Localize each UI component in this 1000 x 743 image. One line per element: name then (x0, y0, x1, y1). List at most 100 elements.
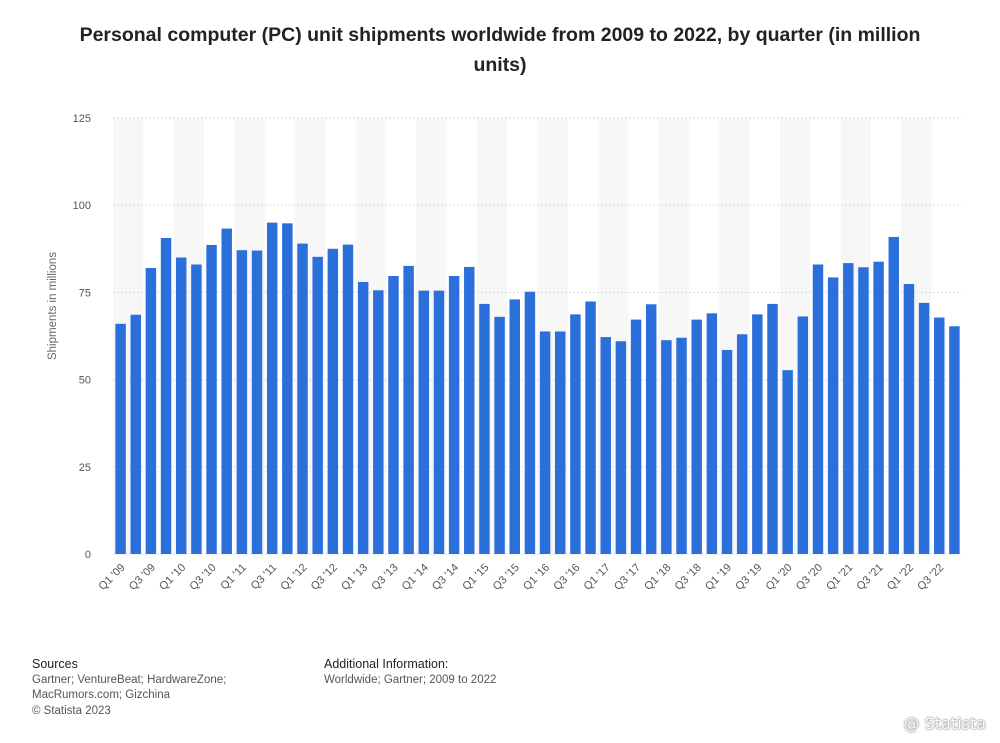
x-tick-label: Q1 '09 (97, 562, 128, 593)
additional-info-block: Additional Information: Worldwide; Gartn… (324, 657, 496, 688)
bar (706, 313, 718, 554)
bar (827, 277, 839, 554)
x-tick-label: Q1 '15 (460, 562, 491, 593)
bar (797, 316, 809, 554)
bar (464, 266, 475, 554)
bar (433, 290, 445, 554)
bar (934, 317, 945, 554)
bar (388, 276, 399, 554)
sources-block: Sources Gartner; VentureBeat; HardwareZo… (32, 657, 226, 719)
x-tick-label: Q3 '11 (249, 562, 280, 593)
x-tick-label: Q3 '18 (673, 562, 704, 593)
sources-line-2: MacRumors.com; Gizchina (32, 689, 171, 701)
y-tick-label: 125 (73, 113, 91, 125)
y-tick-label: 25 (79, 462, 91, 474)
bar (236, 250, 248, 555)
bar (297, 243, 308, 554)
bar (600, 337, 611, 554)
bar (327, 248, 339, 555)
bar (312, 256, 323, 554)
bar (479, 303, 490, 554)
x-tick-label: Q3 '19 (733, 562, 764, 593)
x-tick-label: Q1 '11 (218, 562, 249, 593)
bar (736, 334, 748, 554)
x-tick-label: Q1 '17 (582, 562, 613, 593)
bar (752, 314, 763, 554)
x-tick-label: Q1 '13 (339, 562, 370, 593)
bar (266, 222, 278, 554)
bar (812, 264, 824, 554)
additional-info-heading: Additional Information: (324, 657, 449, 671)
x-tick-label: Q1 '22 (885, 562, 916, 593)
y-axis-title: Shipments in millions (47, 252, 59, 360)
bar (342, 244, 354, 555)
bar (782, 370, 793, 554)
bar (145, 267, 157, 554)
x-tick-label: Q1 '21 (824, 562, 855, 593)
y-tick-label: 50 (79, 375, 91, 387)
bar (767, 303, 778, 554)
x-tick-label: Q3 '16 (551, 562, 582, 593)
bar (282, 223, 293, 555)
bar (221, 228, 232, 555)
bar (645, 304, 657, 554)
x-tick-label: Q3 '13 (369, 562, 400, 593)
bar (570, 314, 581, 554)
x-tick-label: Q1 '12 (278, 562, 309, 593)
x-tick-label: Q3 '14 (430, 562, 461, 593)
bar (918, 302, 930, 554)
bar (373, 290, 384, 554)
x-tick-label: Q3 '17 (612, 562, 643, 593)
bar (251, 250, 263, 554)
y-tick-label: 100 (73, 200, 91, 212)
y-tick-label: 0 (85, 549, 91, 561)
sources-heading: Sources (32, 657, 78, 671)
bar (115, 323, 126, 554)
bar (843, 263, 854, 554)
bar (903, 284, 915, 554)
bar (357, 281, 369, 554)
bar (691, 319, 702, 554)
bar (206, 244, 217, 554)
bar (949, 326, 960, 554)
bar (615, 341, 627, 554)
bar (555, 331, 566, 554)
bar (873, 261, 884, 554)
bar (494, 316, 505, 554)
x-tick-label: Q3 '20 (794, 562, 825, 593)
bar (418, 290, 430, 554)
additional-info-text: Worldwide; Gartner; 2009 to 2022 (324, 673, 497, 686)
bar (888, 236, 900, 554)
x-tick-label: Q1 '14 (400, 562, 431, 593)
x-tick-label: Q3 '15 (491, 562, 522, 593)
x-tick-label: Q3 '22 (915, 562, 946, 593)
bar (721, 349, 733, 554)
bar (191, 264, 202, 554)
x-tick-label: Q1 '19 (703, 562, 734, 593)
bar (585, 301, 596, 554)
statista-watermark: @ Statista (903, 714, 986, 733)
x-tick-label: Q3 '09 (127, 562, 158, 593)
bar (160, 237, 172, 555)
bar (175, 257, 187, 554)
x-tick-label: Q3 '10 (187, 562, 218, 593)
chart-title: Personal computer (PC) unit shipments wo… (79, 24, 921, 76)
x-tick-label: Q3 '21 (855, 562, 886, 593)
bar (858, 267, 869, 554)
bar (448, 276, 460, 554)
x-tick-label: Q3 '12 (309, 562, 340, 593)
bar (509, 299, 520, 554)
copyright-text: © Statista 2023 (32, 704, 111, 717)
bar (539, 331, 551, 554)
bar (676, 337, 687, 554)
x-tick-label: Q1 '16 (521, 562, 552, 593)
x-tick-label: Q1 '18 (642, 562, 673, 593)
y-tick-label: 75 (79, 287, 91, 299)
x-tick-label: Q1 '20 (764, 562, 795, 593)
x-tick-label: Q1 '10 (157, 562, 188, 593)
bar (524, 291, 536, 554)
sources-line-1: Gartner; VentureBeat; HardwareZone; (32, 673, 227, 686)
bar (630, 319, 642, 554)
bar (130, 314, 141, 554)
